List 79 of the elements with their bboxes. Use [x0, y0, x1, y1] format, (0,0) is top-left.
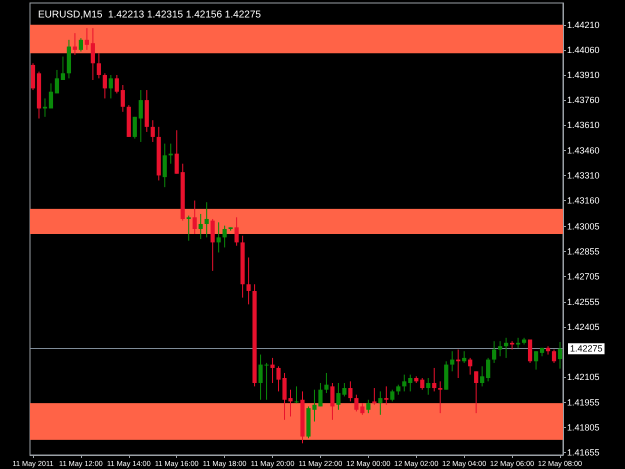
y-tick-label: 1.43610: [567, 120, 600, 130]
candlestick: [552, 349, 556, 364]
candlestick: [222, 225, 227, 248]
candlestick: [354, 394, 358, 412]
candlestick: [432, 367, 436, 392]
candlestick: [150, 120, 155, 142]
y-tick-label: 1.42855: [567, 246, 600, 257]
candlestick: [528, 338, 532, 364]
ref-line-label: 1.42275: [570, 344, 603, 354]
candlestick: [534, 350, 538, 370]
y-tick-label: 1.43910: [567, 70, 600, 80]
y-tick-label: 1.41655: [567, 447, 600, 458]
y-tick-label: 1.43310: [567, 170, 600, 180]
candlestick: [318, 382, 323, 407]
candlestick: [192, 200, 197, 235]
candlestick: [384, 386, 388, 406]
candlestick: [246, 256, 251, 305]
candlestick: [462, 350, 466, 364]
candlestick: [168, 143, 173, 164]
candlestick: [186, 215, 191, 242]
candlestick: [396, 384, 400, 396]
y-tick-label: 1.43460: [567, 145, 600, 156]
y-tick-label: 1.42405: [567, 322, 600, 332]
candlestick: [342, 382, 347, 397]
candlestick: [264, 362, 269, 400]
candlestick: [198, 213, 203, 240]
candlestick: [276, 366, 281, 392]
candlestick: [78, 38, 83, 52]
candlestick: [108, 74, 113, 99]
candlestick: [294, 386, 299, 404]
y-tick-label: 1.43160: [567, 196, 600, 206]
candlestick: [438, 380, 442, 414]
candlestick: [480, 366, 484, 387]
candlestick: [258, 354, 263, 400]
candlestick: [468, 357, 472, 376]
candlestick: [360, 402, 364, 416]
candlestick: [210, 218, 215, 272]
y-tick-label: 1.42705: [567, 272, 600, 282]
candlestick: [330, 382, 335, 420]
candlestick: [366, 399, 370, 414]
candlestick: [60, 56, 66, 81]
candlestick: [312, 389, 317, 422]
candlestick: [474, 370, 478, 414]
candlestick: [30, 62, 36, 91]
candlestick: [162, 143, 167, 188]
y-tick-label: 1.41805: [567, 422, 600, 432]
y-tick-label: 1.42555: [567, 296, 600, 307]
candlestick: [348, 380, 352, 402]
candlestick: [378, 390, 382, 416]
candlestick: [282, 372, 287, 420]
candlestick: [90, 28, 95, 81]
candlestick: [324, 372, 329, 394]
candlestick: [54, 69, 60, 94]
y-tick-label: 1.43005: [567, 221, 600, 232]
candlestick: [204, 202, 209, 238]
y-tick-label: 1.44210: [567, 20, 600, 30]
candlestick: [486, 357, 490, 382]
candlestick: [96, 52, 101, 79]
y-tick-label: 1.43760: [567, 95, 600, 106]
candlestick: [288, 389, 293, 417]
y-tick-label: 1.44060: [567, 44, 600, 55]
candlestick: [102, 72, 107, 99]
candlestick: [498, 340, 502, 357]
y-tick-label: 1.41955: [567, 397, 600, 408]
candlestick: [234, 216, 239, 246]
candlestick: [426, 377, 430, 396]
candlestick: [270, 357, 275, 384]
candlestick: [84, 28, 89, 50]
candlestick: [216, 222, 221, 253]
candlestick: [48, 82, 54, 109]
candlestick: [558, 342, 562, 370]
candlestick: [492, 340, 496, 364]
candlestick: [336, 382, 341, 410]
candlestick: [390, 389, 394, 402]
candlestick: [450, 350, 454, 372]
text: EURUSD,M15 1.42213 1.42315 1.42156 1.42275: [38, 10, 262, 20]
candlestick: [456, 349, 460, 378]
candlestick: [72, 32, 78, 56]
y-tick-label: 1.42105: [567, 372, 600, 382]
